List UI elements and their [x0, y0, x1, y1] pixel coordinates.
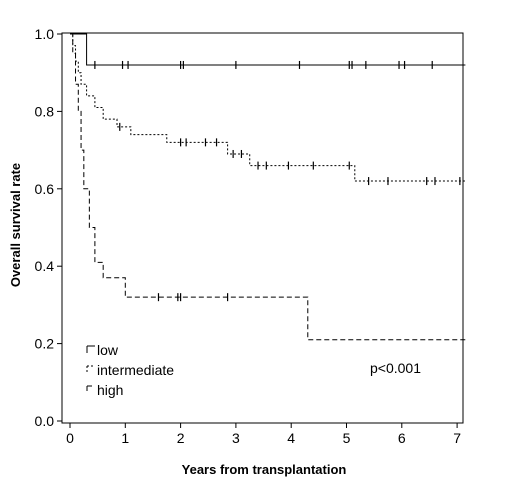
legend-label-low: low: [97, 342, 119, 358]
y-axis-title: Overall survival rate: [8, 163, 23, 287]
y-tick-label: 0.2: [35, 336, 55, 352]
p-value-annotation: p<0.001: [370, 360, 421, 376]
y-tick-label: 0.6: [35, 181, 55, 197]
x-axis-title: Years from transplantation: [182, 462, 347, 477]
series-line-intermediate: [70, 33, 466, 182]
y-axis: 0.0 0.2 0.4 0.6 0.8 1.0: [35, 26, 62, 429]
x-tick-label: 0: [66, 430, 74, 446]
x-tick-label: 2: [177, 430, 185, 446]
legend-label-high: high: [97, 382, 123, 398]
y-tick-label: 1.0: [35, 26, 55, 42]
legend-swatch-high: [86, 385, 95, 393]
series-line-high: [70, 33, 466, 341]
legend-swatch-low: [86, 345, 95, 353]
x-tick-label: 4: [287, 430, 295, 446]
y-tick-label: 0.4: [35, 258, 55, 274]
series-line-low: [70, 33, 466, 66]
x-tick-label: 3: [232, 430, 240, 446]
y-tick-label: 0.0: [35, 413, 55, 429]
x-tick-label: 7: [453, 430, 461, 446]
y-tick-label: 0.8: [35, 103, 55, 119]
plot-frame: [61, 32, 464, 424]
legend-swatch-intermediate: [86, 365, 95, 373]
x-axis: 0 1 2 3 4 5 6 7: [66, 423, 461, 446]
legend-label-intermediate: intermediate: [97, 362, 174, 378]
x-tick-label: 5: [343, 430, 351, 446]
series-layer: [70, 33, 466, 341]
x-tick-label: 1: [121, 430, 129, 446]
legend: low intermediate high: [86, 342, 174, 398]
x-tick-label: 6: [398, 430, 406, 446]
